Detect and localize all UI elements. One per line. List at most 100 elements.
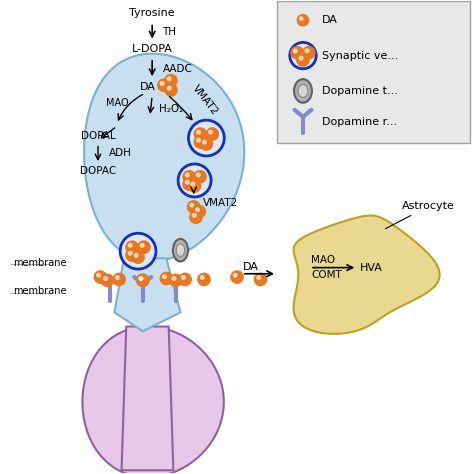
Circle shape [189,120,224,156]
Text: DOPAC: DOPAC [80,166,116,176]
Circle shape [94,271,107,283]
Circle shape [165,84,177,96]
Circle shape [113,273,125,285]
Circle shape [139,277,143,280]
Ellipse shape [173,239,188,262]
Circle shape [160,82,164,85]
Circle shape [104,277,108,280]
Ellipse shape [176,244,184,256]
Text: Dopamine r...: Dopamine r... [322,117,397,127]
Circle shape [132,251,144,263]
Circle shape [197,130,201,134]
Circle shape [200,138,212,150]
Circle shape [206,128,219,140]
Circle shape [167,86,171,90]
Circle shape [116,276,119,279]
Circle shape [165,74,177,87]
Text: AADC: AADC [163,64,192,74]
Circle shape [128,251,132,255]
Circle shape [299,56,303,60]
Circle shape [137,274,149,286]
Circle shape [233,273,237,277]
Circle shape [291,46,303,59]
Circle shape [196,173,200,177]
Text: DOPAL: DOPAL [81,131,115,141]
Circle shape [290,42,316,69]
Text: DA: DA [322,15,337,25]
Circle shape [190,211,202,223]
Text: HVA: HVA [359,263,383,273]
Text: Astrocyte: Astrocyte [385,201,455,228]
Text: Dopamine t...: Dopamine t... [322,86,398,96]
Circle shape [194,136,207,148]
Circle shape [128,244,132,247]
Polygon shape [293,216,439,334]
Circle shape [134,254,138,257]
Text: DA: DA [139,82,155,92]
Circle shape [158,79,170,91]
Circle shape [140,244,144,247]
Polygon shape [115,258,181,331]
Circle shape [190,203,194,207]
Circle shape [139,277,143,280]
Text: VMAT2: VMAT2 [190,83,219,117]
Polygon shape [84,54,244,261]
Ellipse shape [298,84,308,97]
Text: H₂O₂: H₂O₂ [159,104,183,114]
Text: ADH: ADH [109,148,132,158]
Circle shape [126,249,138,261]
Circle shape [138,241,150,253]
Circle shape [196,208,199,211]
Circle shape [194,171,206,183]
Circle shape [231,271,243,283]
Text: VMAT2: VMAT2 [203,198,238,208]
Circle shape [297,15,309,26]
Circle shape [185,173,189,177]
Circle shape [198,273,210,285]
Circle shape [255,273,267,285]
Circle shape [101,274,114,286]
Circle shape [197,138,201,142]
Circle shape [194,128,207,140]
Text: L-DOPA: L-DOPA [132,44,173,54]
Circle shape [178,164,211,197]
Text: COMT: COMT [311,270,342,280]
Text: MAO: MAO [311,255,335,264]
Ellipse shape [294,79,312,103]
Circle shape [182,276,185,279]
Circle shape [257,276,261,279]
Circle shape [185,181,189,184]
Circle shape [170,274,182,286]
Circle shape [120,233,156,269]
Circle shape [189,180,201,192]
Polygon shape [82,327,224,474]
Text: TH: TH [163,27,176,37]
Circle shape [303,46,315,59]
Circle shape [188,201,200,213]
Circle shape [163,275,166,278]
Circle shape [183,178,195,190]
Circle shape [201,276,204,279]
Circle shape [97,273,100,277]
Text: membrane: membrane [13,258,67,268]
Circle shape [300,17,303,20]
Text: MAO: MAO [106,98,128,108]
Circle shape [191,182,195,186]
FancyBboxPatch shape [277,1,470,143]
Circle shape [160,273,173,284]
Circle shape [209,130,212,134]
Circle shape [172,277,176,280]
Circle shape [203,140,206,144]
Text: DA: DA [243,262,258,272]
Text: membrane: membrane [13,286,67,296]
Circle shape [183,171,195,183]
Circle shape [293,49,297,53]
Circle shape [126,241,138,253]
Polygon shape [121,327,173,470]
Text: Tyrosine: Tyrosine [129,8,175,18]
Text: Synaptic ve...: Synaptic ve... [322,51,398,61]
Circle shape [193,205,205,218]
Circle shape [167,77,171,81]
Circle shape [305,49,309,53]
Circle shape [297,54,309,66]
